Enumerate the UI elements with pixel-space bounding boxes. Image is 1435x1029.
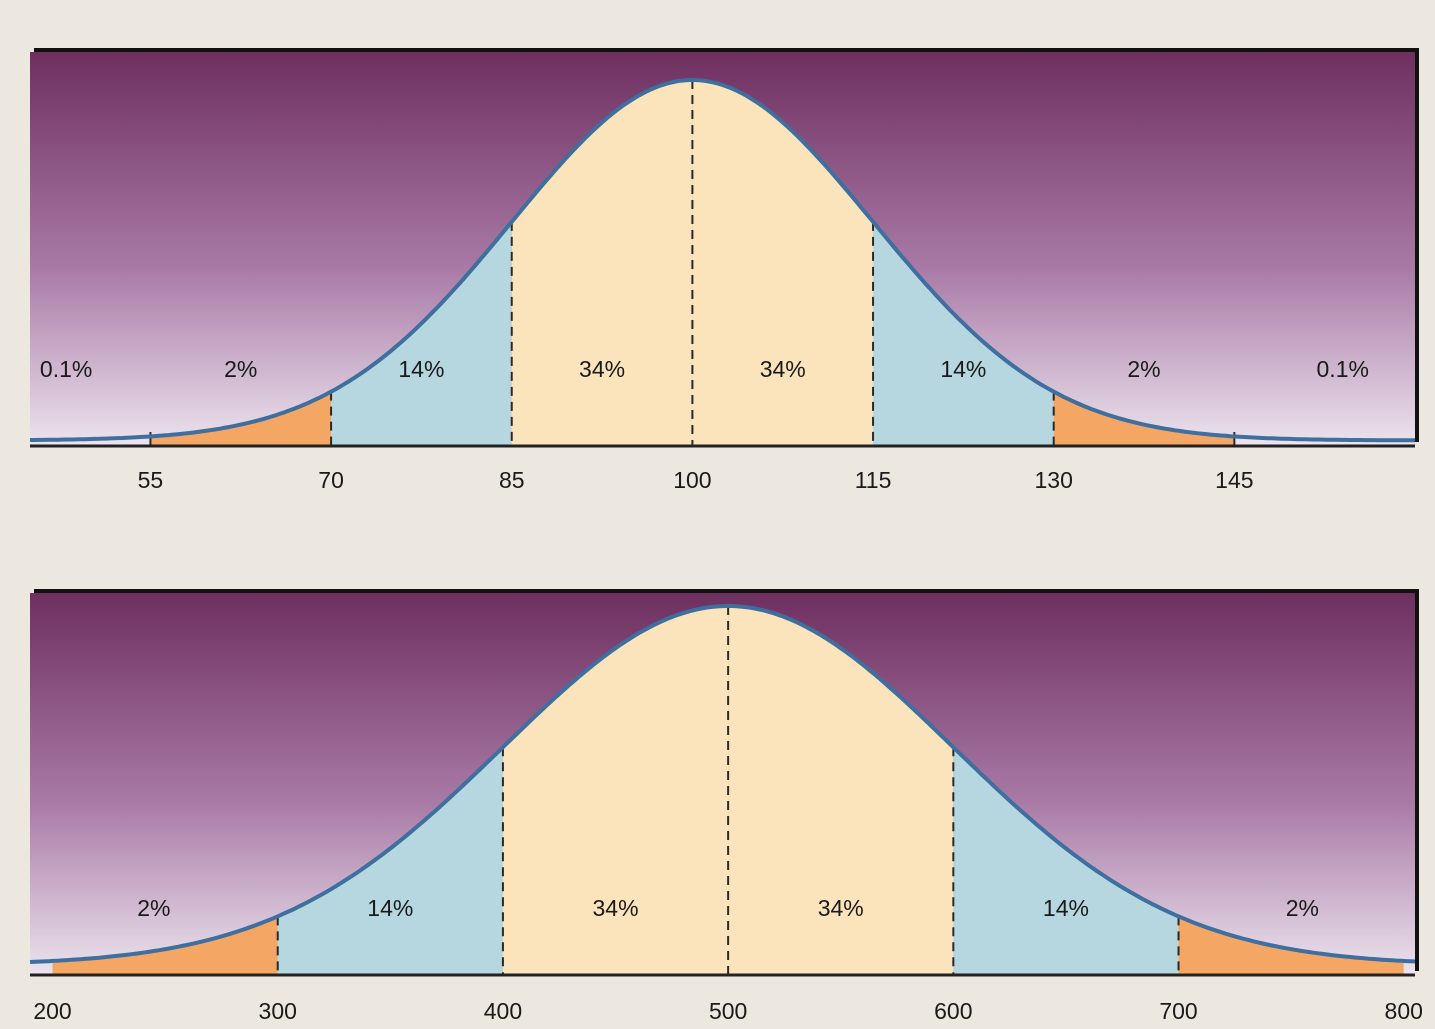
x-tick-label: 70 xyxy=(318,467,344,493)
region-percentage-label: 2% xyxy=(1286,895,1319,921)
region-percentage-label: 14% xyxy=(398,356,444,382)
distribution-region-3 xyxy=(728,606,954,975)
region-percentage-label: 34% xyxy=(579,356,625,382)
region-percentage-label: 34% xyxy=(593,895,639,921)
region-percentage-label: 0.1% xyxy=(1317,356,1369,382)
x-tick-label: 200 xyxy=(33,998,71,1024)
x-tick-label: 55 xyxy=(138,467,164,493)
x-tick-label: 700 xyxy=(1159,998,1197,1024)
distribution-region-0 xyxy=(52,916,278,975)
x-tick-label: 85 xyxy=(499,467,525,493)
region-percentage-label: 2% xyxy=(137,895,170,921)
region-percentage-label: 14% xyxy=(367,895,413,921)
x-tick-label: 500 xyxy=(709,998,747,1024)
x-tick-label: 115 xyxy=(855,467,892,493)
region-percentage-label: 0.1% xyxy=(40,356,92,382)
distribution-region-2 xyxy=(511,80,693,446)
region-percentage-label: 34% xyxy=(818,895,864,921)
region-percentage-label: 2% xyxy=(224,356,257,382)
region-percentage-label: 14% xyxy=(940,356,986,382)
x-tick-label: 145 xyxy=(1215,467,1253,493)
x-tick-label: 100 xyxy=(673,467,711,493)
region-percentage-label: 34% xyxy=(760,356,806,382)
distribution-region-2 xyxy=(502,606,729,975)
x-tick-label: 800 xyxy=(1385,998,1423,1024)
x-tick-label: 400 xyxy=(484,998,522,1024)
x-tick-label: 600 xyxy=(934,998,972,1024)
distribution-region-5 xyxy=(1178,916,1404,975)
sat-score-distribution-chart: 2% 14% 34% 34% 14% 2% 200 300 400 500 600 700 800 xyxy=(29,589,1423,1024)
distribution-region-3 xyxy=(692,80,873,446)
x-tick-label: 130 xyxy=(1035,467,1073,493)
normal-curve-line xyxy=(29,604,1416,964)
region-percentage-label: 14% xyxy=(1043,895,1089,921)
distribution-region-1 xyxy=(277,747,503,975)
iq-score-distribution-chart: 0.1% 2% 14% 34% 34% 14% 2% 0.1% 55 70 85 100 115 130 1… xyxy=(30,48,1419,493)
x-tick-label: 300 xyxy=(259,998,297,1024)
normal-curve-line xyxy=(30,78,1415,443)
region-percentage-label: 2% xyxy=(1127,356,1160,382)
distribution-region-4 xyxy=(953,747,1179,975)
